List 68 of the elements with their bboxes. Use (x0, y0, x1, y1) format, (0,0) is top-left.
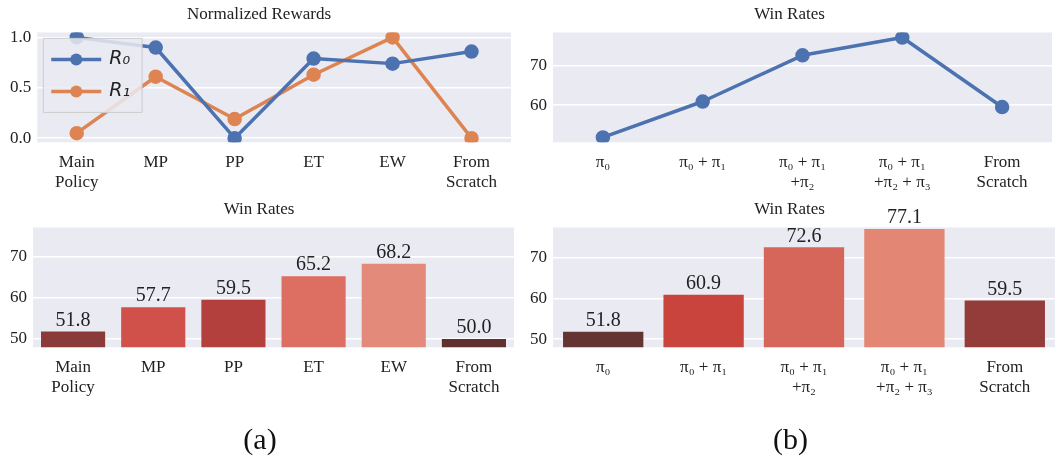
x-tick-label: π₀ (595, 356, 611, 376)
y-tick-label: 1.0 (10, 26, 32, 46)
x-tick-label: π₀ (595, 151, 611, 171)
data-label: 65.2 (296, 252, 332, 275)
x-tick-label: MP (143, 151, 168, 171)
x-tick-label: EW (379, 151, 407, 171)
data-label: 50.0 (456, 315, 492, 338)
x-tick-label: From Scratch (448, 356, 500, 397)
data-label: 57.7 (135, 283, 171, 306)
x-tick-label: π₀ + π₁ +π₂ + π₃ (876, 356, 933, 397)
point (306, 67, 321, 82)
data-label: 72.6 (786, 223, 822, 246)
y-tick-label: 60 (530, 287, 547, 307)
y-tick-label: 50 (530, 328, 547, 348)
x-tick-label: π₀ + π₁ +π₂ (780, 356, 828, 397)
point (69, 125, 84, 141)
point (227, 111, 242, 127)
data-label: 59.5 (987, 276, 1023, 299)
text: (a) (242, 422, 278, 456)
x-tick-label: ET (303, 151, 325, 171)
x-tick-label: From Scratch (446, 151, 498, 192)
y-tick-label: 0.5 (10, 77, 32, 97)
x-tick-label: EW (380, 356, 408, 376)
data-label: 51.8 (55, 307, 91, 330)
legend-label: R₀ (109, 46, 131, 69)
legend-label: R₁ (109, 78, 131, 101)
chart-title: Win Rates (223, 198, 295, 218)
y-tick-label: 70 (530, 247, 547, 267)
point (895, 32, 910, 45)
chart-title: Win Rates (754, 198, 825, 218)
point (795, 48, 810, 63)
point (306, 51, 321, 66)
data-label: 77.1 (886, 205, 922, 228)
point (695, 94, 710, 109)
text: (b) (772, 422, 809, 456)
x-tick-label: π₀ + π₁ +π₂ (778, 151, 827, 192)
point (148, 69, 163, 84)
point (994, 99, 1010, 115)
x-tick-label: ET (303, 356, 325, 376)
chart-title: Normalized Rewards (187, 3, 331, 23)
point (595, 130, 611, 143)
y-tick-label: 60 (10, 287, 27, 307)
point (385, 32, 400, 45)
x-tick-label: Main Policy (51, 356, 96, 397)
data-label: 51.8 (585, 308, 621, 331)
x-tick-label: π₀ + π₁ (680, 356, 728, 376)
y-tick-label: 0.0 (10, 127, 32, 147)
y-tick-label: 50 (10, 328, 27, 348)
y-tick-label: 60 (530, 94, 547, 114)
x-tick-label: PP (225, 151, 245, 171)
point (385, 56, 400, 71)
x-tick-label: From Scratch (979, 356, 1031, 397)
x-tick-label: From Scratch (976, 151, 1029, 192)
x-tick-label: PP (223, 356, 243, 376)
data-label: 59.5 (215, 275, 251, 298)
y-tick-label: 70 (10, 245, 27, 265)
data-label: 60.9 (686, 271, 722, 294)
point (148, 40, 163, 55)
x-tick-label: Main Policy (55, 151, 99, 192)
data-label: 68.2 (376, 240, 412, 262)
point (464, 130, 479, 143)
chart-title: Win Rates (754, 3, 825, 23)
x-tick-label: π₀ + π₁ (679, 151, 727, 171)
point (227, 130, 242, 143)
x-tick-label: π₀ + π₁ +π₂ + π₃ (873, 151, 931, 192)
x-tick-label: MP (140, 356, 166, 376)
y-tick-label: 70 (530, 55, 547, 75)
point (464, 44, 479, 59)
